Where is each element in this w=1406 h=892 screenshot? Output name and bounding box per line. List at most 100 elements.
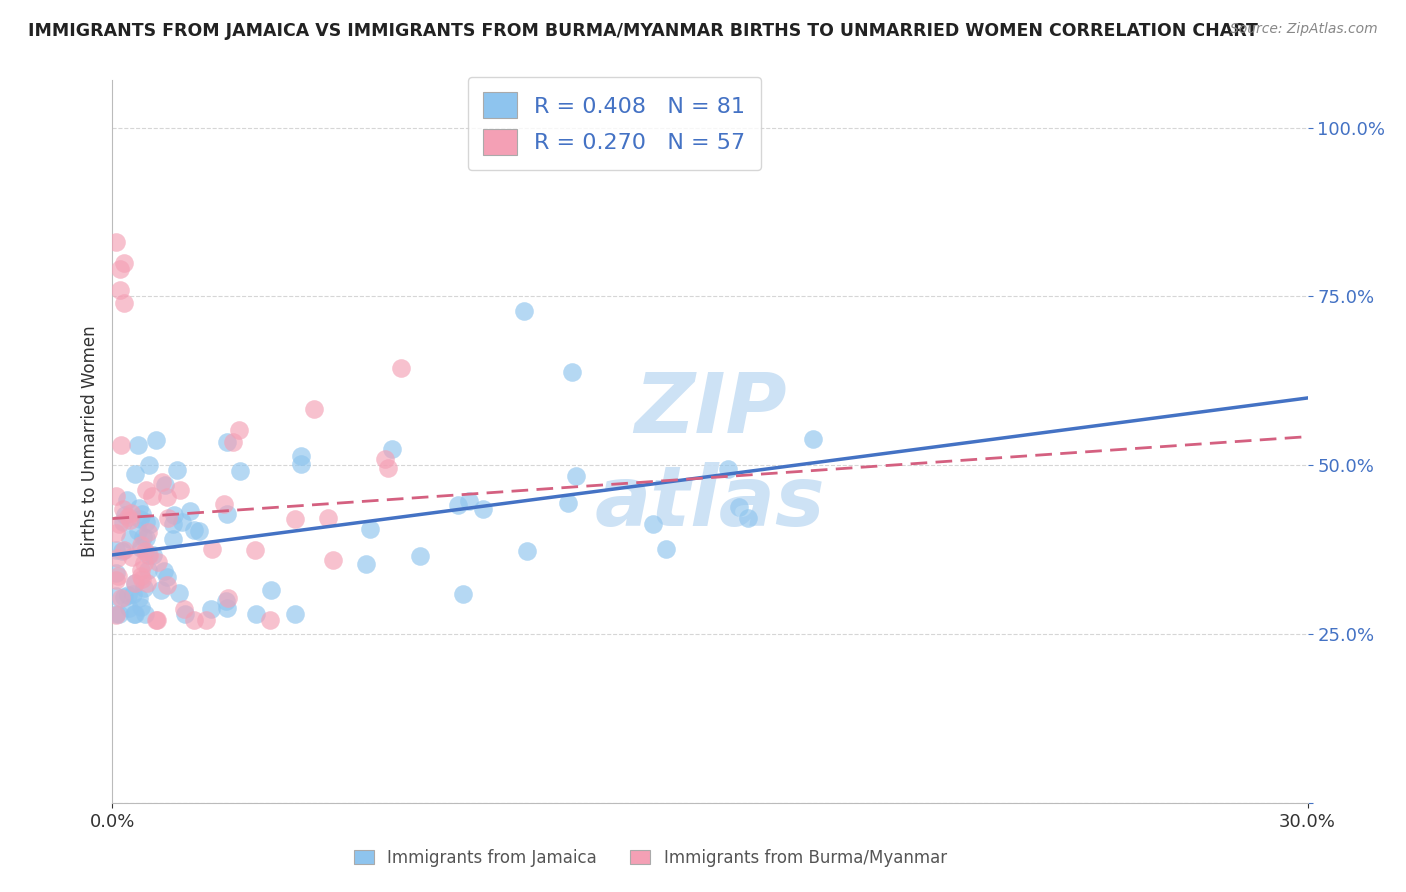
Point [112, 591, 135, 605]
Point [134, 607, 156, 621]
Point [409, 549, 432, 563]
Point [105, 543, 128, 558]
Point [146, 614, 169, 628]
Text: Source: ZipAtlas.com: Source: ZipAtlas.com [1230, 22, 1378, 37]
Point [108, 516, 131, 531]
Point [105, 525, 128, 540]
Point [655, 542, 678, 557]
Point [105, 607, 128, 622]
Point [138, 458, 160, 473]
Point [124, 607, 146, 621]
Point [163, 508, 186, 522]
Point [516, 544, 538, 558]
Point [105, 590, 128, 604]
Point [105, 235, 128, 250]
Point [156, 578, 179, 592]
Point [105, 489, 128, 503]
Point [316, 511, 339, 525]
Point [565, 469, 588, 483]
Point [136, 563, 159, 577]
Point [183, 524, 205, 538]
Point [145, 614, 167, 628]
Point [453, 587, 475, 601]
Point [131, 530, 153, 544]
Point [156, 570, 179, 584]
Point [124, 576, 146, 591]
Point [737, 511, 759, 525]
Point [117, 492, 139, 507]
Point [138, 549, 160, 563]
Point [149, 583, 172, 598]
Point [259, 614, 281, 628]
Point [110, 438, 132, 452]
Point [139, 516, 162, 531]
Point [183, 614, 205, 628]
Point [107, 551, 129, 566]
Point [121, 550, 143, 565]
Point [359, 522, 381, 536]
Point [228, 423, 250, 437]
Point [152, 564, 174, 578]
Point [110, 283, 132, 297]
Point [259, 582, 281, 597]
Point [135, 531, 157, 545]
Point [557, 496, 579, 510]
Point [157, 511, 180, 525]
Point [105, 566, 128, 580]
Point [141, 489, 163, 503]
Point [322, 553, 344, 567]
Point [447, 498, 470, 512]
Point [458, 493, 481, 508]
Point [132, 581, 155, 595]
Point [108, 607, 131, 621]
Point [122, 587, 145, 601]
Point [124, 575, 146, 590]
Point [136, 525, 159, 540]
Point [131, 563, 153, 577]
Point [243, 542, 266, 557]
Point [172, 515, 194, 529]
Point [124, 467, 146, 482]
Point [173, 601, 195, 615]
Point [214, 497, 236, 511]
Text: ZIP
atlas: ZIP atlas [595, 368, 825, 543]
Point [290, 458, 312, 472]
Point [194, 614, 217, 628]
Point [801, 432, 824, 446]
Point [513, 303, 536, 318]
Point [131, 507, 153, 521]
Point [561, 365, 583, 379]
Point [728, 500, 751, 514]
Point [377, 460, 399, 475]
Point [389, 360, 412, 375]
Point [122, 607, 145, 621]
Point [155, 490, 177, 504]
Point [169, 483, 191, 498]
Point [354, 557, 377, 571]
Point [284, 607, 307, 621]
Point [120, 533, 142, 547]
Point [162, 532, 184, 546]
Point [112, 542, 135, 557]
Point [162, 516, 184, 531]
Point [110, 591, 132, 605]
Point [136, 548, 159, 562]
Point [173, 607, 195, 621]
Y-axis label: Births to Unmarried Women: Births to Unmarried Women [80, 326, 98, 558]
Point [142, 549, 165, 563]
Point [146, 555, 169, 569]
Point [135, 576, 157, 591]
Point [117, 587, 139, 601]
Point [117, 510, 139, 524]
Point [135, 483, 157, 497]
Point [131, 600, 153, 615]
Point [114, 508, 136, 523]
Point [155, 477, 177, 491]
Point [114, 296, 135, 310]
Point [114, 255, 135, 269]
Point [135, 516, 157, 530]
Point [290, 449, 312, 463]
Point [134, 556, 156, 570]
Legend: R = 0.408   N = 81, R = 0.270   N = 57: R = 0.408 N = 81, R = 0.270 N = 57 [468, 77, 761, 170]
Text: IMMIGRANTS FROM JAMAICA VS IMMIGRANTS FROM BURMA/MYANMAR BIRTHS TO UNMARRIED WOM: IMMIGRANTS FROM JAMAICA VS IMMIGRANTS FR… [28, 22, 1258, 40]
